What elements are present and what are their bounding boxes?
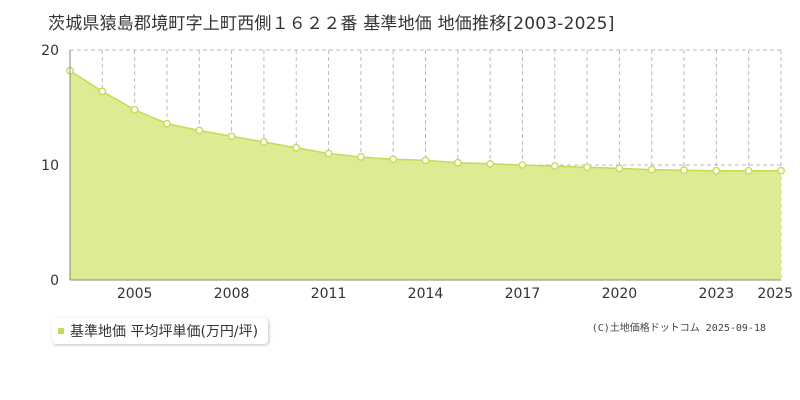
data-point-2011 (324, 149, 333, 158)
data-point-2009 (260, 138, 268, 146)
x-tick-label-2023: 2023 (699, 286, 735, 302)
x-tick-labels: 2005 2008 2011 2014 2017 2020 2023 2025 (117, 286, 793, 302)
legend-swatch-icon (58, 328, 64, 334)
data-point-2008 (227, 132, 236, 141)
data-point-2005 (130, 105, 139, 114)
data-point-2014 (421, 156, 430, 165)
data-point-2024 (744, 166, 753, 175)
x-tick-label-2025: 2025 (757, 286, 793, 302)
data-point-2012 (356, 153, 365, 161)
chart-title: 茨城県猿島郡境町字上町西側１６２２番 基準地価 地価推移[2003-2025] (48, 14, 615, 34)
y-tick-label-0: 0 (50, 273, 59, 289)
data-point-2023 (712, 166, 721, 175)
data-point-2019 (583, 163, 591, 172)
chart-legend: 基準地価 平均坪単価(万円/坪) (52, 318, 269, 344)
y-tick-label-20: 20 (41, 43, 59, 59)
data-point-2021 (647, 165, 656, 174)
price-markers (66, 66, 785, 175)
data-point-2018 (550, 162, 559, 171)
data-point-2013 (389, 155, 398, 164)
data-point-2006 (163, 119, 171, 128)
y-tick-labels: 0 10 20 (41, 43, 59, 289)
price-area-fill (70, 70, 781, 280)
x-tick-label-2017: 2017 (505, 286, 541, 302)
data-point-2017 (518, 161, 527, 169)
x-tick-label-2011: 2011 (311, 286, 347, 302)
data-point-2007 (195, 126, 204, 135)
copyright-credit: (C)土地価格ドットコム 2025-09-18 (591, 323, 766, 334)
x-tick-label-2008: 2008 (214, 286, 250, 302)
data-point-2016 (486, 159, 495, 168)
data-point-2015 (453, 158, 462, 167)
x-tick-label-2014: 2014 (408, 286, 444, 302)
data-point-2020 (615, 164, 624, 173)
x-tick-label-2005: 2005 (117, 286, 153, 302)
legend-label: 基準地価 平均坪単価(万円/坪) (70, 324, 259, 340)
x-tick-label-2020: 2020 (602, 286, 638, 302)
data-point-2004 (98, 87, 107, 96)
data-point-2022 (680, 166, 688, 175)
y-tick-label-10: 10 (41, 158, 59, 174)
data-point-2025 (777, 166, 785, 175)
data-point-2010 (292, 143, 301, 152)
